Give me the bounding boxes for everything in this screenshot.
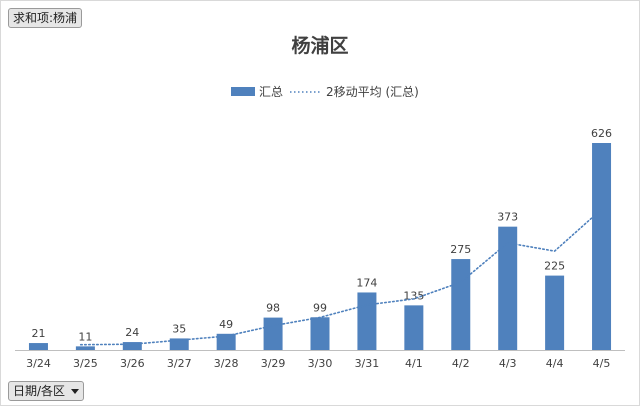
bar-4/2 [451, 259, 471, 350]
bar-3/25 [75, 346, 95, 350]
x-tick-label-4/2: 4/2 [452, 357, 470, 370]
bar-4/4 [545, 275, 565, 350]
x-tick-label-4/4: 4/4 [546, 357, 564, 370]
moving-average-line [79, 208, 603, 346]
legend-swatch-bar [231, 87, 255, 96]
axis-field-label: 日期/各区 [13, 384, 66, 398]
axis-field-button[interactable]: 日期/各区 [8, 381, 85, 401]
data-label-3/24: 21 [31, 327, 45, 340]
data-label-3/29: 98 [266, 302, 280, 315]
chart-legend: 汇总 2移动平均 (汇总) [231, 85, 419, 99]
data-label-3/26: 24 [125, 326, 139, 339]
bar-4/3 [498, 226, 518, 350]
x-tick-label-3/28: 3/28 [214, 357, 239, 370]
bar-3/27 [169, 338, 189, 350]
bar-3/30 [310, 317, 330, 350]
x-tick-label-3/25: 3/25 [73, 357, 98, 370]
bar-4/1 [404, 305, 424, 350]
x-tick-label-3/31: 3/31 [355, 357, 380, 370]
filter-field-label: 求和项:杨浦 [13, 11, 78, 25]
x-tick-label-4/5: 4/5 [593, 357, 611, 370]
legend-label-trend: 2移动平均 (汇总) [326, 85, 419, 99]
bar-3/24 [28, 343, 48, 350]
x-tick-label-3/27: 3/27 [167, 357, 192, 370]
x-tick-label-4/3: 4/3 [499, 357, 517, 370]
x-tick-label-3/24: 3/24 [26, 357, 51, 370]
filter-field-button[interactable]: 求和项:杨浦 [8, 8, 83, 28]
bar-3/26 [122, 342, 142, 350]
x-tick-label-4/1: 4/1 [405, 357, 423, 370]
legend-label-bar: 汇总 [259, 85, 283, 99]
x-tick-label-3/29: 3/29 [261, 357, 286, 370]
bar-3/28 [216, 333, 236, 350]
x-tick-label-3/26: 3/26 [120, 357, 145, 370]
data-label-3/25: 11 [78, 330, 92, 343]
data-label-4/5: 626 [591, 127, 612, 140]
data-label-3/28: 49 [219, 318, 233, 331]
x-tick-label-3/30: 3/30 [308, 357, 333, 370]
bar-4/5 [592, 143, 612, 350]
data-label-3/30: 99 [313, 301, 327, 314]
bar-3/29 [263, 317, 283, 350]
dropdown-arrow-icon [71, 389, 80, 394]
chart-title: 杨浦区 [291, 34, 348, 57]
data-label-4/4: 225 [544, 260, 565, 273]
data-label-4/2: 275 [450, 243, 471, 256]
data-label-4/3: 373 [497, 211, 518, 224]
bar-3/31 [357, 292, 377, 350]
data-label-3/31: 174 [356, 276, 377, 289]
data-label-3/27: 35 [172, 322, 186, 335]
